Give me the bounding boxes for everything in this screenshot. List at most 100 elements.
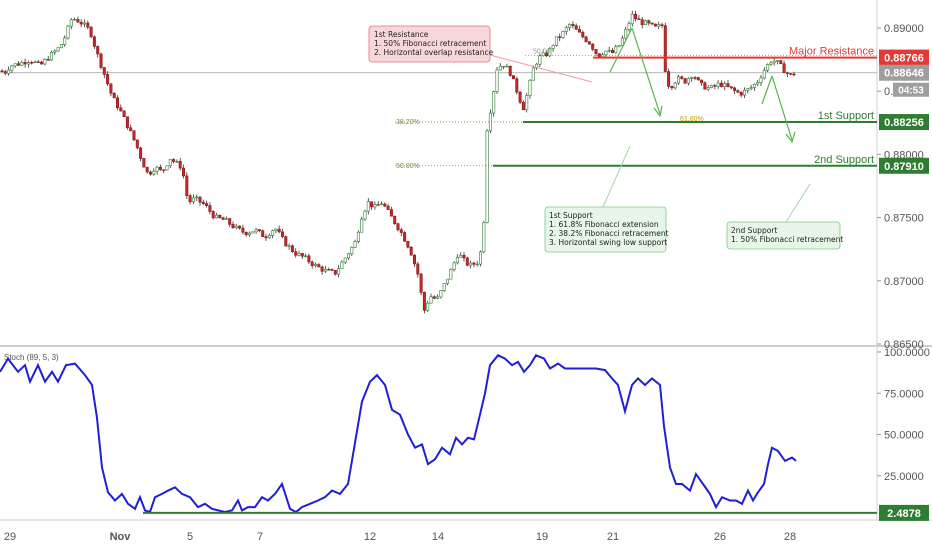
candlestick-series	[0, 10, 796, 314]
candle-body	[300, 253, 304, 257]
candle-body	[317, 264, 321, 268]
fib-label-38: 38.20%	[396, 119, 420, 126]
candle-body	[426, 302, 430, 311]
candle-body	[271, 230, 275, 236]
candle-body	[584, 36, 588, 43]
candle-body	[320, 266, 324, 272]
candle-body	[766, 64, 770, 71]
candle-body	[723, 83, 727, 87]
major-resistance-tag	[879, 49, 929, 66]
candle-body	[620, 37, 624, 46]
candle-body	[3, 71, 7, 74]
candle-body	[495, 69, 499, 92]
candle-body	[624, 29, 628, 39]
candle-body	[244, 231, 248, 236]
candle-body	[116, 97, 120, 109]
candle-body	[772, 60, 776, 64]
candle-body	[792, 73, 796, 76]
time-label: 12	[364, 531, 376, 543]
time-label: 5	[187, 531, 193, 543]
candle-body	[224, 218, 228, 220]
candle-body	[568, 24, 572, 29]
candle-body	[733, 87, 737, 91]
candle-body	[396, 223, 400, 231]
candle-body	[178, 161, 182, 169]
candle-body	[7, 69, 11, 74]
candle-body	[713, 85, 717, 87]
candle-body	[789, 73, 793, 75]
time-label: 21	[607, 531, 619, 543]
candle-body	[739, 91, 743, 96]
candle-body	[162, 169, 166, 171]
candle-body	[518, 91, 522, 103]
candle-body	[43, 59, 47, 65]
time-axis[interactable]: 29 Nov 5 7 12 14 19 21 26 28	[4, 531, 796, 543]
candle-body	[472, 262, 476, 265]
arrow-line-4	[761, 75, 773, 105]
candle-body	[261, 230, 265, 237]
support2-note-title: 2nd Support	[731, 226, 777, 235]
candle-body	[779, 60, 783, 65]
stoch-axis[interactable]: 100.0000 75.0000 50.0000 25.0000	[877, 347, 930, 483]
candle-body	[502, 65, 506, 68]
candle-body	[307, 255, 311, 263]
candle-body	[535, 63, 539, 69]
candle-body	[125, 116, 129, 129]
candle-body	[132, 130, 136, 141]
candle-body	[680, 76, 684, 79]
candle-body	[10, 65, 14, 71]
candle-body	[294, 251, 298, 256]
candle-body	[363, 210, 367, 220]
candle-body	[188, 195, 192, 203]
stoch-support-value: 2.4878	[887, 508, 921, 520]
candle-body	[607, 50, 611, 52]
stoch-title: Stoch (89, 5, 3)	[4, 353, 59, 362]
candle-body	[360, 218, 364, 233]
candle-body	[257, 229, 261, 232]
candle-body	[422, 292, 426, 311]
candle-body	[449, 269, 453, 280]
candle-body	[696, 77, 700, 81]
candle-body	[221, 217, 225, 220]
candle-body	[366, 201, 370, 212]
candle-body	[49, 51, 53, 61]
candle-body	[719, 82, 723, 87]
candle-body	[508, 65, 512, 76]
candle-body	[96, 46, 100, 55]
candle-body	[142, 158, 146, 168]
candle-body	[248, 232, 252, 236]
price-tick-label: 0.87500	[884, 213, 924, 225]
fib-label-61: 61.80%	[680, 116, 704, 123]
candle-body	[274, 228, 278, 232]
time-label: 29	[4, 531, 16, 543]
candle-body	[650, 22, 654, 25]
candle-body	[591, 43, 595, 50]
candle-body	[412, 254, 416, 265]
candle-body	[26, 62, 30, 65]
candle-body	[56, 47, 60, 52]
candle-body	[149, 171, 153, 175]
candle-body	[16, 63, 20, 66]
candle-body	[478, 251, 482, 265]
candle-body	[284, 236, 288, 247]
candle-body	[92, 36, 96, 47]
arrow-head-3	[785, 131, 796, 144]
candle-body	[703, 82, 707, 90]
major-resistance-value: 0.88766	[884, 53, 924, 65]
candle-body	[429, 296, 433, 304]
candle-body	[211, 211, 215, 219]
candle-body	[353, 241, 357, 248]
candle-body	[554, 36, 558, 46]
candle-body	[0, 70, 4, 73]
stoch-tick-label: 75.0000	[884, 388, 924, 400]
candle-body	[69, 19, 73, 27]
time-label: 26	[714, 531, 726, 543]
candle-body	[343, 257, 347, 263]
candle-body	[462, 254, 466, 259]
candle-body	[185, 175, 189, 196]
candle-body	[643, 20, 647, 25]
stoch-tick-label: 50.0000	[884, 430, 924, 442]
candle-body	[597, 53, 601, 58]
candle-body	[330, 269, 334, 271]
